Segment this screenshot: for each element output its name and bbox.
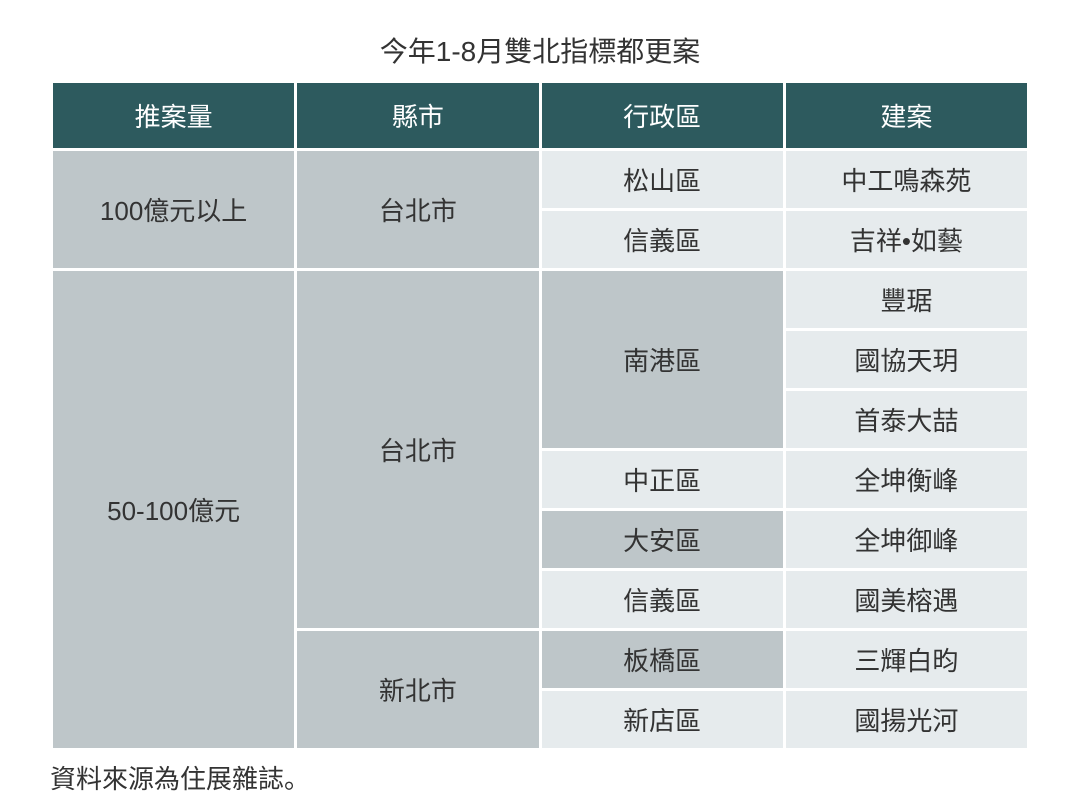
cell-project: 全坤御峰	[786, 511, 1027, 568]
table-row: 100億元以上 台北市 松山區 中工鳴森苑	[53, 151, 1027, 208]
cell-district: 南港區	[542, 271, 783, 448]
cell-project: 三輝白昀	[786, 631, 1027, 688]
col-header-project: 建案	[786, 83, 1027, 148]
cell-volume: 50-100億元	[53, 271, 294, 748]
cell-project: 首泰大喆	[786, 391, 1027, 448]
cell-project: 國揚光河	[786, 691, 1027, 748]
cell-project: 豐琚	[786, 271, 1027, 328]
table-row: 50-100億元 台北市 南港區 豐琚	[53, 271, 1027, 328]
table-title: 今年1-8月雙北指標都更案	[50, 30, 1030, 70]
source-text: 資料來源為住展雜誌。	[50, 759, 1030, 796]
cell-city: 台北市	[297, 151, 538, 268]
col-header-district: 行政區	[542, 83, 783, 148]
col-header-volume: 推案量	[53, 83, 294, 148]
col-header-city: 縣市	[297, 83, 538, 148]
data-table: 推案量 縣市 行政區 建案 100億元以上 台北市 松山區 中工鳴森苑 信義區 …	[50, 80, 1030, 751]
cell-project: 中工鳴森苑	[786, 151, 1027, 208]
cell-district: 大安區	[542, 511, 783, 568]
cell-district: 松山區	[542, 151, 783, 208]
cell-city: 台北市	[297, 271, 538, 628]
cell-district: 信義區	[542, 211, 783, 268]
cell-district: 中正區	[542, 451, 783, 508]
cell-district: 新店區	[542, 691, 783, 748]
header-row: 推案量 縣市 行政區 建案	[53, 83, 1027, 148]
cell-project: 全坤衡峰	[786, 451, 1027, 508]
cell-project: 國美榕遇	[786, 571, 1027, 628]
cell-project: 國協天玥	[786, 331, 1027, 388]
cell-project: 吉祥•如藝	[786, 211, 1027, 268]
cell-city: 新北市	[297, 631, 538, 748]
cell-district: 板橋區	[542, 631, 783, 688]
cell-volume: 100億元以上	[53, 151, 294, 268]
cell-district: 信義區	[542, 571, 783, 628]
